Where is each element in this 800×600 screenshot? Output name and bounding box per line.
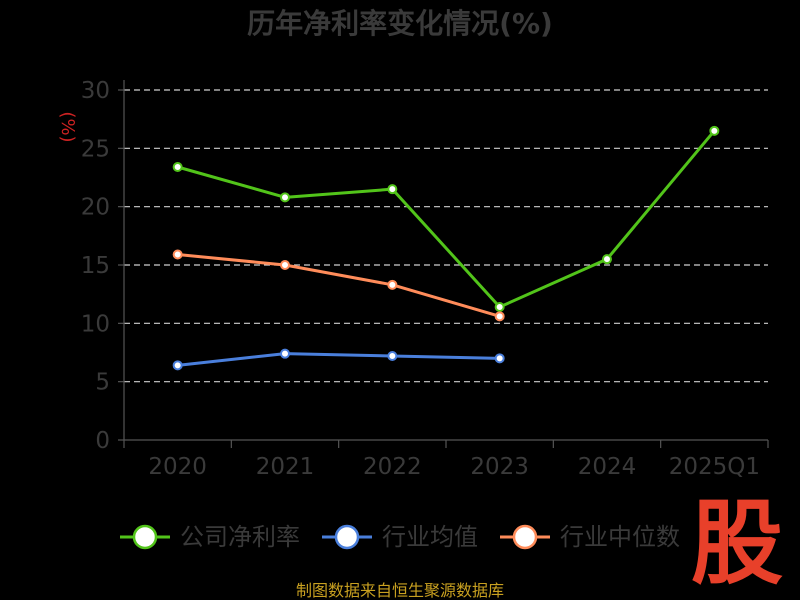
legend[interactable]: 公司净利率 行业均值 行业中位数 <box>120 523 680 551</box>
x-tick-label: 2022 <box>363 454 422 480</box>
axes: 0 5 10 15 20 25 30 2020 2021 2022 2023 2024 2025Q1 <box>81 78 769 480</box>
y-tick-label: 10 <box>81 311 110 337</box>
data-point[interactable] <box>387 279 398 290</box>
y-axis-unit: (%) <box>57 111 78 142</box>
y-tick-label: 30 <box>81 78 110 104</box>
y-tick-label: 25 <box>81 136 110 162</box>
data-point[interactable] <box>494 353 505 364</box>
legend-item-1[interactable]: 公司净利率 <box>120 523 300 551</box>
data-point[interactable] <box>172 162 183 172</box>
data-point[interactable] <box>172 249 183 260</box>
series-line-2 <box>177 352 500 367</box>
series-line-3 <box>177 253 501 318</box>
legend-item-2[interactable]: 行业均值 <box>322 523 478 551</box>
data-point[interactable] <box>709 125 720 136</box>
series-line-1 <box>177 129 716 309</box>
data-point[interactable] <box>172 360 183 371</box>
x-tick-label: 2024 <box>578 454 637 480</box>
x-tick-label: 2025Q1 <box>669 454 760 480</box>
brand-logo: 股 <box>691 490 783 597</box>
legend-label: 公司净利率 <box>180 523 300 551</box>
y-tick-label: 0 <box>95 428 110 454</box>
legend-marker <box>512 524 538 550</box>
data-point[interactable] <box>602 254 612 265</box>
data-point[interactable] <box>494 302 505 312</box>
x-tick-label: 2021 <box>256 454 315 480</box>
chart-title: 历年净利率变化情况(%) <box>247 7 553 40</box>
data-point[interactable] <box>280 260 290 270</box>
x-tick-label: 2020 <box>148 454 207 480</box>
x-tick-label: 2023 <box>470 454 529 480</box>
data-point[interactable] <box>387 184 398 195</box>
grid-lines <box>124 89 768 383</box>
legend-label: 行业均值 <box>382 523 478 551</box>
y-tick-label: 20 <box>81 195 110 221</box>
legend-label: 行业中位数 <box>560 523 680 551</box>
data-point[interactable] <box>280 192 290 203</box>
legend-item-3[interactable]: 行业中位数 <box>500 523 680 551</box>
y-tick-label: 15 <box>81 253 110 279</box>
data-point[interactable] <box>387 351 398 361</box>
series-lines <box>172 125 720 371</box>
y-tick-label: 5 <box>95 370 110 396</box>
data-source-note: 制图数据来自恒生聚源数据库 <box>296 581 504 600</box>
legend-marker <box>132 524 158 550</box>
legend-marker <box>334 524 360 550</box>
data-point[interactable] <box>280 348 290 359</box>
data-point[interactable] <box>494 311 505 322</box>
